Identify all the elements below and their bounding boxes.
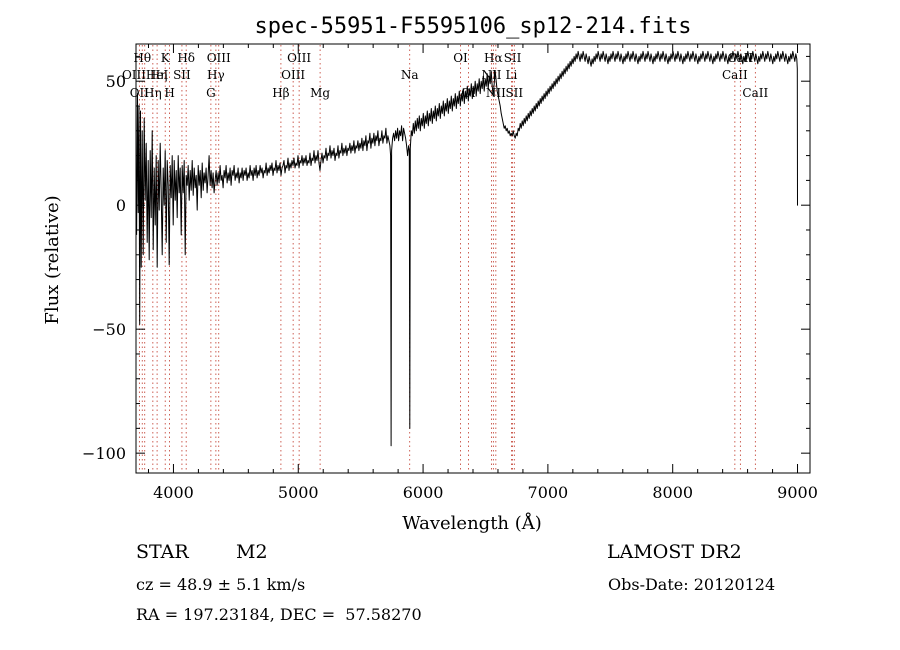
line-label-1: Hθ <box>133 51 151 65</box>
survey-name: LAMOST DR2 <box>607 541 742 563</box>
line-label-16: Na <box>401 68 419 82</box>
line-label-3: Hη <box>144 86 162 100</box>
x-tick-label-3: 7000 <box>528 483 569 502</box>
y-tick-label-2: −50 <box>92 320 126 339</box>
line-label-5: K <box>161 51 171 65</box>
series-line-0 <box>136 50 798 447</box>
line-label-24: SII <box>505 86 523 100</box>
line-label-8: Hδ <box>177 51 195 65</box>
y-axis-label: Flux (relative) <box>42 195 63 324</box>
line-label-14: OIII <box>287 51 311 65</box>
x-axis-label: Wavelength (Å) <box>402 512 542 534</box>
line-label-0: OII <box>130 86 150 100</box>
sky-coordinates: RA = 197.23184, DEC = 57.58270 <box>136 605 422 624</box>
y-tick-label-0: 50 <box>106 72 126 91</box>
line-label-23: SII <box>504 51 522 65</box>
observation-date: Obs-Date: 20120124 <box>608 575 776 594</box>
line-label-22: Li <box>506 68 518 82</box>
object-subclass: M2 <box>236 541 268 563</box>
line-label-7: SII <box>173 68 191 82</box>
axes: 4000 5000 6000 7000 8000 9000 50 0 −50 −100 <box>82 43 818 502</box>
chart-title: spec-55951-F5595106_sp12-214.fits <box>254 14 691 39</box>
line-label-11: OIII <box>207 51 231 65</box>
line-label-27: CaII <box>742 86 768 100</box>
line-label-17: OI <box>453 51 468 65</box>
line-label-2: OIII Hη <box>122 68 168 82</box>
y-tick-label-3: −100 <box>82 444 126 463</box>
line-label-15: Mg <box>310 86 330 100</box>
line-label-20: Hα <box>484 51 503 65</box>
line-label-6: H <box>164 86 174 100</box>
line-label-9: G <box>206 86 216 100</box>
plot-frame <box>135 43 811 474</box>
x-tick-label-1: 5000 <box>278 483 319 502</box>
x-tick-label-2: 6000 <box>403 483 444 502</box>
x-tick-label-5: 9000 <box>777 483 818 502</box>
line-label-4: HeI <box>146 68 169 82</box>
redshift-velocity: cz = 48.9 ± 5.1 km/s <box>136 575 306 594</box>
line-label-25: CaII <box>722 68 748 82</box>
line-label-13: OIII <box>281 68 305 82</box>
object-class: STAR <box>136 541 189 563</box>
spectrum-series <box>136 50 798 447</box>
line-label-21: NII <box>486 86 506 100</box>
line-label-12: Hβ <box>272 86 289 100</box>
y-tick-label-1: 0 <box>116 196 126 215</box>
line-label-10: Hγ <box>207 68 225 82</box>
x-tick-label-0: 4000 <box>153 483 194 502</box>
line-markers: OII Hθ OIII Hη Hη HeI K H SII Hδ G Hγ OIII Hβ OIII OII… <box>122 45 768 472</box>
x-tick-label-4: 8000 <box>652 483 693 502</box>
